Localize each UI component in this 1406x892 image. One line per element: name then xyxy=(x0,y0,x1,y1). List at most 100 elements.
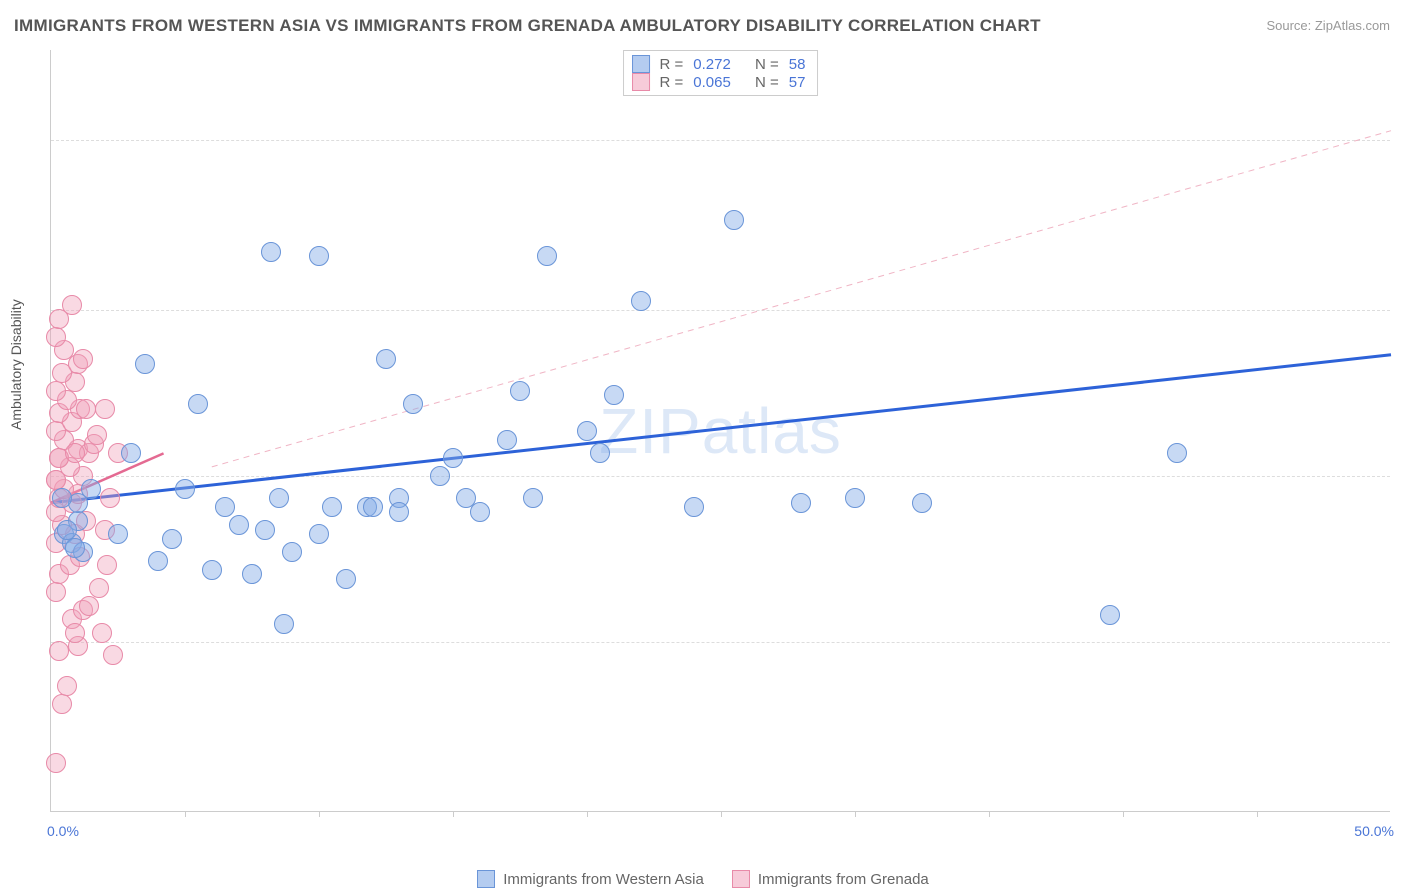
scatter-point xyxy=(100,488,120,508)
scatter-point xyxy=(95,399,115,419)
x-tick xyxy=(1257,811,1258,817)
trend-line xyxy=(51,355,1391,503)
swatch-icon xyxy=(632,55,650,73)
scatter-point xyxy=(92,623,112,643)
scatter-point xyxy=(46,381,66,401)
x-tick xyxy=(721,811,722,817)
scatter-point xyxy=(845,488,865,508)
scatter-point xyxy=(376,349,396,369)
scatter-point xyxy=(65,443,85,463)
n-value: 57 xyxy=(789,74,806,91)
correlation-row-series2: R = 0.065 N = 57 xyxy=(632,73,806,91)
scatter-point xyxy=(73,349,93,369)
x-tick xyxy=(989,811,990,817)
scatter-point xyxy=(590,443,610,463)
scatter-point xyxy=(497,430,517,450)
scatter-point xyxy=(121,443,141,463)
x-tick xyxy=(855,811,856,817)
n-label: N = xyxy=(755,74,779,91)
chart-title: IMMIGRANTS FROM WESTERN ASIA VS IMMIGRAN… xyxy=(14,16,1041,36)
scatter-point xyxy=(510,381,530,401)
legend-item-series2: Immigrants from Grenada xyxy=(732,870,929,888)
scatter-point xyxy=(1167,443,1187,463)
scatter-point xyxy=(97,555,117,575)
scatter-point xyxy=(322,497,342,517)
scatter-point xyxy=(87,425,107,445)
series-legend: Immigrants from Western Asia Immigrants … xyxy=(0,870,1406,888)
trend-lines-layer xyxy=(51,50,1390,811)
scatter-point xyxy=(261,242,281,262)
scatter-point xyxy=(229,515,249,535)
scatter-point xyxy=(89,578,109,598)
x-tick xyxy=(587,811,588,817)
scatter-point xyxy=(684,497,704,517)
scatter-point xyxy=(52,488,72,508)
x-tick xyxy=(185,811,186,817)
scatter-point xyxy=(336,569,356,589)
scatter-point xyxy=(1100,605,1120,625)
scatter-point xyxy=(537,246,557,266)
scatter-point xyxy=(363,497,383,517)
source-label: Source: ZipAtlas.com xyxy=(1266,18,1390,33)
y-tick-label: 7.5% xyxy=(1396,468,1406,484)
scatter-point xyxy=(57,676,77,696)
scatter-point xyxy=(81,479,101,499)
scatter-point xyxy=(443,448,463,468)
scatter-point xyxy=(49,641,69,661)
scatter-point xyxy=(79,596,99,616)
correlation-legend: R = 0.272 N = 58 R = 0.065 N = 57 xyxy=(623,50,819,96)
scatter-point xyxy=(523,488,543,508)
r-value: 0.272 xyxy=(693,56,731,73)
r-label: R = xyxy=(660,56,684,73)
y-axis-label: Ambulatory Disability xyxy=(8,299,24,430)
y-tick-label: 11.2% xyxy=(1396,302,1406,318)
scatter-point xyxy=(309,246,329,266)
scatter-point xyxy=(46,327,66,347)
scatter-point xyxy=(269,488,289,508)
scatter-point xyxy=(46,582,66,602)
y-tick-label: 3.8% xyxy=(1396,634,1406,650)
x-tick xyxy=(453,811,454,817)
scatter-point xyxy=(65,623,85,643)
scatter-point xyxy=(242,564,262,584)
scatter-point xyxy=(309,524,329,544)
x-tick xyxy=(1123,811,1124,817)
x-axis-min-label: 0.0% xyxy=(47,823,79,839)
scatter-point xyxy=(215,497,235,517)
legend-label: Immigrants from Grenada xyxy=(758,871,929,888)
scatter-point xyxy=(791,493,811,513)
y-tick-label: 15.0% xyxy=(1396,132,1406,148)
scatter-point xyxy=(202,560,222,580)
swatch-icon xyxy=(732,870,750,888)
scatter-point xyxy=(162,529,182,549)
n-label: N = xyxy=(755,56,779,73)
swatch-icon xyxy=(477,870,495,888)
legend-item-series1: Immigrants from Western Asia xyxy=(477,870,704,888)
scatter-point xyxy=(389,502,409,522)
x-tick xyxy=(319,811,320,817)
swatch-icon xyxy=(632,73,650,91)
r-label: R = xyxy=(660,74,684,91)
scatter-point xyxy=(148,551,168,571)
r-value: 0.065 xyxy=(693,74,731,91)
scatter-point xyxy=(403,394,423,414)
scatter-point xyxy=(103,645,123,665)
scatter-point xyxy=(631,291,651,311)
scatter-point xyxy=(52,694,72,714)
scatter-point xyxy=(76,399,96,419)
x-axis-max-label: 50.0% xyxy=(1354,823,1394,839)
chart-plot-area: ZIPatlas 3.8%7.5%11.2%15.0% 0.0% 50.0% R… xyxy=(50,50,1390,812)
scatter-point xyxy=(470,502,490,522)
correlation-row-series1: R = 0.272 N = 58 xyxy=(632,55,806,73)
scatter-point xyxy=(135,354,155,374)
scatter-point xyxy=(175,479,195,499)
scatter-point xyxy=(108,524,128,544)
n-value: 58 xyxy=(789,56,806,73)
scatter-point xyxy=(65,538,85,558)
scatter-point xyxy=(912,493,932,513)
scatter-point xyxy=(604,385,624,405)
scatter-point xyxy=(577,421,597,441)
scatter-point xyxy=(46,753,66,773)
scatter-point xyxy=(188,394,208,414)
scatter-point xyxy=(282,542,302,562)
